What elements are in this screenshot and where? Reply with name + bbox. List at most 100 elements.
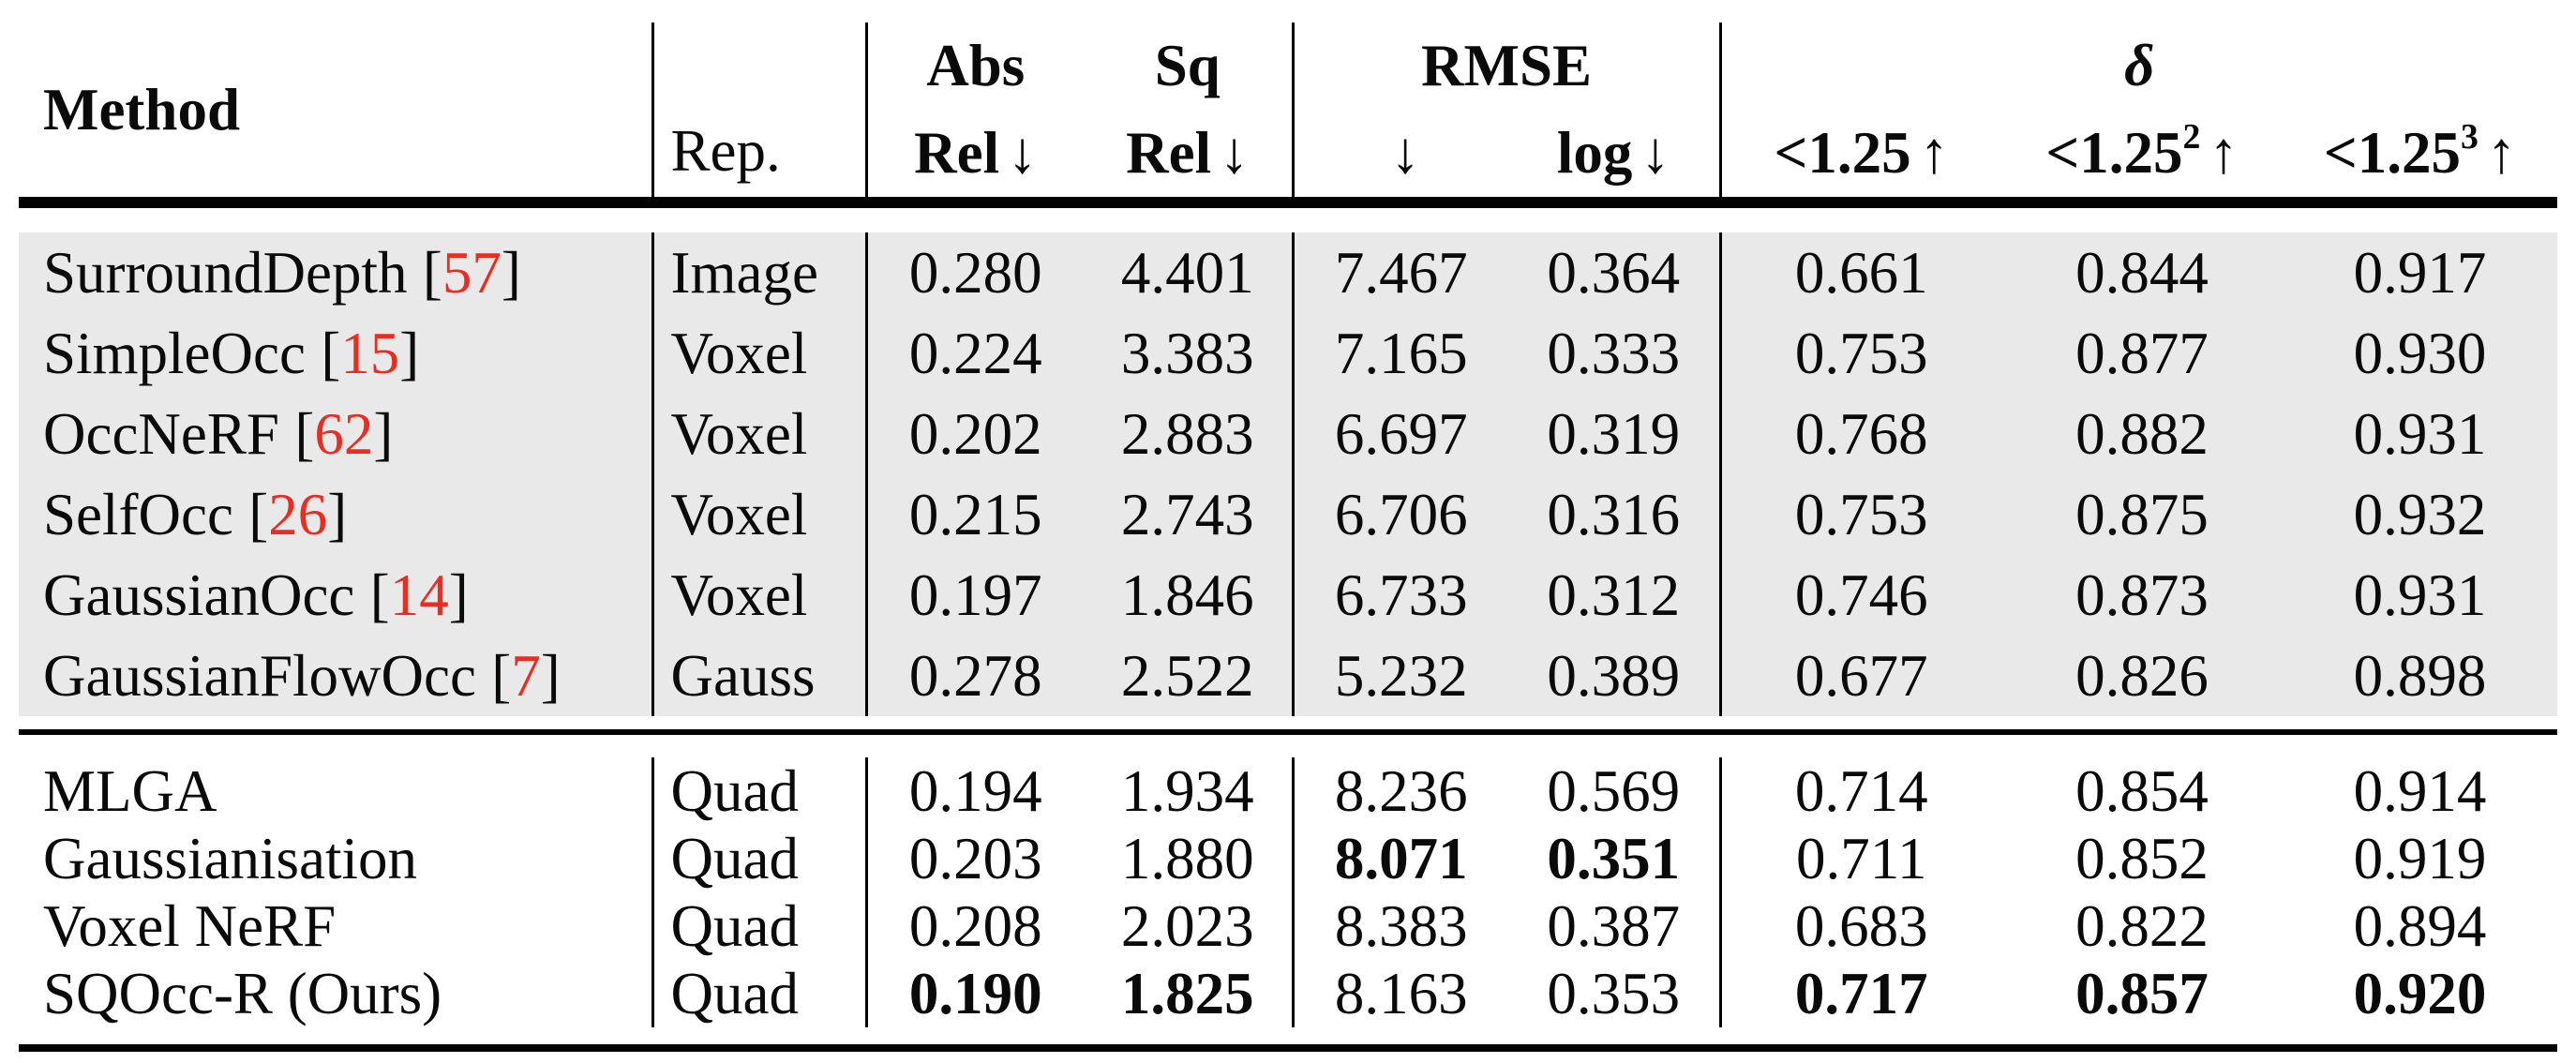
metric-value: 0.768 bbox=[1720, 394, 2001, 474]
metric-value: 0.353 bbox=[1508, 960, 1722, 1027]
header-delta-3: <1.253 ↑ bbox=[2283, 110, 2557, 197]
metric-value: 1.934 bbox=[1084, 757, 1295, 825]
table-row: SelfOcc [26] Voxel 0.215 2.743 6.706 0.31… bbox=[19, 474, 2558, 555]
metric-value-best: 1.825 bbox=[1084, 960, 1295, 1027]
method-name: SimpleOcc bbox=[43, 320, 306, 386]
bracket: ] bbox=[399, 320, 420, 386]
table-row: GaussianOcc [14] Voxel 0.197 1.846 6.733 … bbox=[19, 555, 2558, 636]
top-rule-line bbox=[19, 197, 2558, 203]
bottom-rule-line bbox=[19, 1044, 2558, 1052]
metric-value: 6.697 bbox=[1293, 394, 1508, 474]
citation-ref: 14 bbox=[389, 561, 449, 628]
abs-rel-label: Rel bbox=[914, 120, 1000, 187]
metric-value: 0.278 bbox=[866, 636, 1084, 716]
header-sq-top: Sq bbox=[1084, 22, 1295, 110]
bottom-rule bbox=[19, 1027, 2558, 1052]
metric-value: 2.883 bbox=[1084, 394, 1295, 474]
up-arrow-icon: ↑ bbox=[2209, 120, 2239, 187]
metric-value: 0.387 bbox=[1508, 892, 1722, 960]
citation-ref: 7 bbox=[511, 642, 541, 709]
method-cell: Voxel NeRF bbox=[19, 892, 654, 960]
metric-value: 8.383 bbox=[1334, 892, 1468, 959]
header-delta-1: <1.25 ↑ bbox=[1720, 110, 2001, 197]
rep-cell: Voxel bbox=[652, 394, 868, 474]
metric-value: 6.733 bbox=[1293, 555, 1508, 636]
metric-value: 0.844 bbox=[2001, 232, 2283, 313]
spacer bbox=[19, 208, 2557, 232]
metric-value: 0.714 bbox=[1794, 757, 1928, 824]
metric-value: 0.389 bbox=[1508, 636, 1722, 716]
metric-value: 0.677 bbox=[1720, 636, 2001, 716]
rep-cell: Quad bbox=[652, 825, 868, 892]
header-delta-2: <1.252 ↑ bbox=[2001, 110, 2283, 197]
method-cell: SQOcc-R (Ours) bbox=[19, 960, 654, 1027]
metric-value-best: 0.717 bbox=[1794, 960, 1928, 1026]
rep-cell: Voxel bbox=[652, 555, 868, 636]
citation-ref: 15 bbox=[340, 320, 400, 386]
metric-value: 8.236 bbox=[1334, 757, 1468, 824]
metric-value: 2.023 bbox=[1084, 892, 1295, 960]
metric-value: 0.753 bbox=[1720, 313, 2001, 394]
header-rmse-down: ↓ bbox=[1293, 110, 1508, 197]
metric-value: 0.894 bbox=[2353, 892, 2487, 959]
metric-value-best: 8.071 bbox=[1334, 825, 1468, 891]
metric-value: 0.711 bbox=[1796, 825, 1927, 891]
down-arrow-icon: ↓ bbox=[1640, 120, 1670, 187]
bracket: ] bbox=[327, 481, 348, 547]
rep-cell: Voxel bbox=[652, 313, 868, 394]
metric-value: 0.316 bbox=[1508, 474, 1722, 555]
table-row: Gaussianisation Quad 0.203 1.880 8.071 0… bbox=[19, 825, 2557, 892]
bracket: [ bbox=[321, 320, 341, 386]
metric-value-best: 0.190 bbox=[908, 960, 1042, 1026]
metric-value: 7.467 bbox=[1293, 232, 1508, 313]
header-rmse-group: RMSE bbox=[1293, 22, 1722, 110]
method-cell: SurroundDepth [57] bbox=[19, 232, 654, 313]
spacer bbox=[19, 735, 2557, 757]
method-name: SelfOcc bbox=[43, 481, 233, 547]
down-arrow-icon: ↓ bbox=[1007, 120, 1038, 187]
metric-value: 6.706 bbox=[1293, 474, 1508, 555]
delta2-sup: 2 bbox=[2182, 116, 2201, 157]
method-name: GaussianOcc bbox=[43, 561, 355, 628]
metric-value: 2.522 bbox=[1084, 636, 1295, 716]
header-sq-rel: Rel ↓ bbox=[1084, 110, 1295, 197]
method-cell: SimpleOcc [15] bbox=[19, 313, 654, 394]
table-row: GaussianFlowOcc [7] Gauss 0.278 2.522 5.2… bbox=[19, 636, 2558, 716]
table-row: SimpleOcc [15] Voxel 0.224 3.383 7.165 0.… bbox=[19, 313, 2558, 394]
delta3-sup: 3 bbox=[2460, 116, 2479, 157]
header-abs-rel: Rel ↓ bbox=[866, 110, 1084, 197]
up-arrow-icon: ↑ bbox=[1919, 120, 1949, 187]
rep-cell: Quad bbox=[652, 960, 868, 1027]
metric-value: 0.683 bbox=[1794, 892, 1928, 959]
header-delta-group: δ bbox=[1720, 22, 2557, 110]
header-method: Method bbox=[19, 22, 654, 197]
metric-value: 0.826 bbox=[2001, 636, 2283, 716]
metric-value: 0.914 bbox=[2353, 757, 2487, 824]
metric-value-best: 0.351 bbox=[1508, 825, 1722, 892]
rmse-log-label: log bbox=[1556, 120, 1633, 187]
metric-value: 0.931 bbox=[2283, 555, 2558, 636]
metric-value: 0.280 bbox=[866, 232, 1084, 313]
table-row: MLGA Quad 0.194 1.934 8.236 0.569 0.714 … bbox=[19, 757, 2557, 825]
bracket: [ bbox=[422, 239, 442, 306]
ours-rows: MLGA Quad 0.194 1.934 8.236 0.569 0.714 … bbox=[19, 757, 2557, 1027]
metric-value: 0.854 bbox=[2075, 757, 2209, 824]
metric-value: 0.215 bbox=[866, 474, 1084, 555]
metric-value: 0.882 bbox=[2001, 394, 2283, 474]
rep-cell: Image bbox=[652, 232, 868, 313]
bracket: [ bbox=[294, 400, 315, 467]
method-cell: MLGA bbox=[19, 757, 654, 825]
section-divider bbox=[19, 716, 2558, 757]
up-arrow-icon: ↑ bbox=[2486, 120, 2517, 187]
metric-value: 0.931 bbox=[2283, 394, 2558, 474]
header-abs-top: Abs bbox=[926, 33, 1026, 99]
rep-cell: Quad bbox=[652, 892, 868, 960]
table-row: OccNeRF [62] Voxel 0.202 2.883 6.697 0.31… bbox=[19, 394, 2558, 474]
bracket: ] bbox=[540, 642, 561, 709]
baseline-rows: SurroundDepth [57] Image 0.280 4.401 7.46… bbox=[19, 232, 2558, 716]
metric-value: 0.661 bbox=[1720, 232, 2001, 313]
header-rule-line bbox=[19, 203, 2558, 208]
metric-value: 2.743 bbox=[1084, 474, 1295, 555]
method-cell: SelfOcc [26] bbox=[19, 474, 654, 555]
sq-rel-label: Rel bbox=[1126, 120, 1212, 187]
